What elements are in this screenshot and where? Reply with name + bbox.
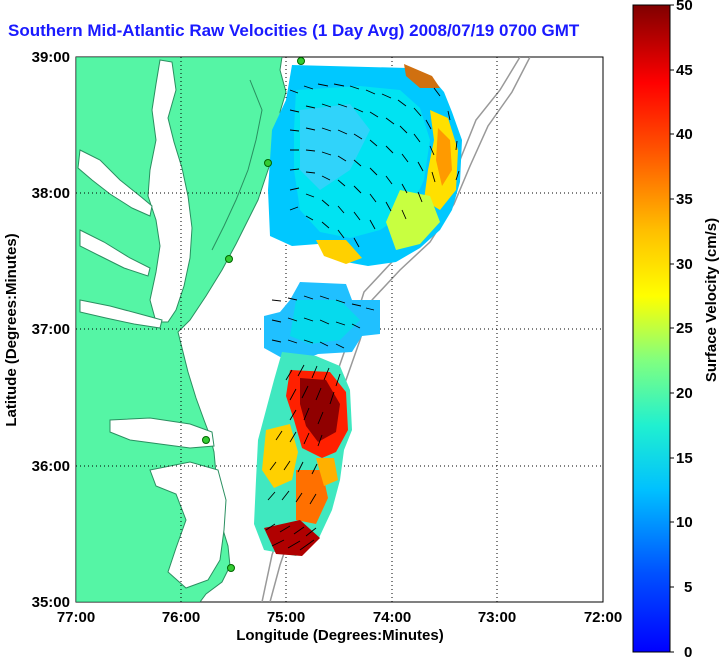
y-tick-label: 39:00 bbox=[32, 49, 70, 66]
radar-station-marker bbox=[227, 564, 235, 572]
x-tick-label: 72:00 bbox=[584, 609, 622, 626]
radar-station-marker bbox=[264, 159, 272, 167]
colorbar-ticks bbox=[670, 4, 674, 653]
radar-station-marker bbox=[202, 436, 210, 444]
colorbar-tick-label: 50 bbox=[676, 0, 693, 14]
velocity-field-north bbox=[268, 64, 462, 266]
x-axis-ticks: 77:00 76:00 75:00 74:00 73:00 72:00 bbox=[57, 609, 622, 626]
delmarva-lagoons bbox=[211, 79, 263, 251]
colorbar: 50 45 40 35 30 25 20 15 10 5 0 Surface V… bbox=[632, 0, 720, 659]
x-tick-label: 75:00 bbox=[267, 609, 305, 626]
x-tick-label: 73:00 bbox=[478, 609, 516, 626]
radar-station-marker bbox=[297, 57, 305, 65]
colorbar-tick-label: 20 bbox=[676, 385, 693, 402]
chesapeake-bay bbox=[147, 59, 193, 323]
y-axis-ticks: 39:00 38:00 37:00 36:00 35:00 bbox=[32, 49, 70, 611]
x-tick-label: 77:00 bbox=[57, 609, 95, 626]
radar-stations bbox=[202, 57, 305, 572]
y-axis-label: Latitude (Degrees:Minutes) bbox=[3, 233, 20, 426]
x-tick-label: 76:00 bbox=[162, 609, 200, 626]
colorbar-tick-label: 45 bbox=[676, 62, 693, 79]
potomac-river bbox=[77, 149, 153, 217]
colorbar-tick-label: 25 bbox=[676, 320, 693, 337]
colorbar-label: Surface Velocity (cm/s) bbox=[703, 218, 720, 382]
pamlico-sound bbox=[149, 461, 227, 589]
colorbar-tick-label: 35 bbox=[676, 191, 693, 208]
colorbar-tick-label: 30 bbox=[676, 256, 693, 273]
colorbar-tick-label: 10 bbox=[676, 514, 693, 531]
colorbar-tick-label: 0 bbox=[684, 644, 692, 659]
albemarle-sound bbox=[109, 417, 215, 449]
colorbar-gradient bbox=[632, 4, 671, 653]
velocity-field-south bbox=[254, 352, 352, 556]
james-river bbox=[79, 299, 163, 329]
y-tick-label: 37:00 bbox=[32, 321, 70, 338]
radar-station-marker bbox=[225, 255, 233, 263]
vector-arrows bbox=[265, 83, 460, 551]
colorbar-tick-label: 5 bbox=[684, 579, 692, 596]
x-axis-label: Longitude (Degrees:Minutes) bbox=[236, 627, 444, 644]
map-title: Southern Mid-Atlantic Raw Velocities (1 … bbox=[8, 21, 580, 40]
y-tick-label: 38:00 bbox=[32, 185, 70, 202]
y-tick-label: 36:00 bbox=[32, 458, 70, 475]
y-tick-label: 35:00 bbox=[32, 594, 70, 611]
colorbar-tick-label: 15 bbox=[676, 450, 693, 467]
rappahannock-river bbox=[79, 229, 151, 277]
x-tick-label: 74:00 bbox=[373, 609, 411, 626]
colorbar-tick-label: 40 bbox=[676, 126, 693, 143]
